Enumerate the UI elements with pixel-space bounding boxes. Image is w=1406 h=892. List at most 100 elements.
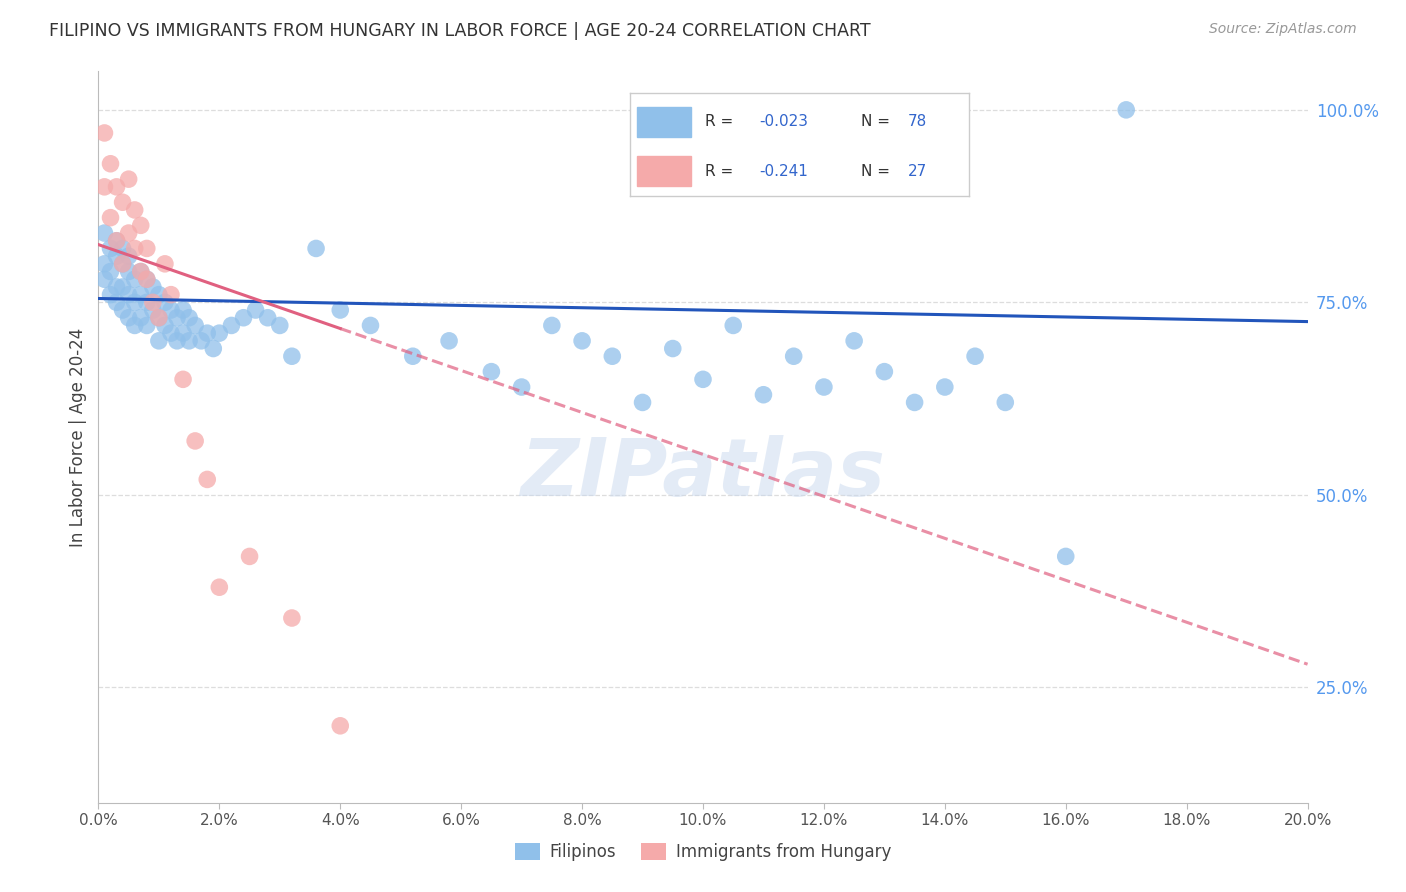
Point bbox=[783, 349, 806, 363]
Point bbox=[111, 242, 134, 256]
Point bbox=[135, 272, 157, 286]
Point bbox=[179, 334, 201, 348]
Point bbox=[269, 318, 291, 333]
Point bbox=[93, 226, 115, 240]
Point bbox=[360, 318, 382, 333]
Point bbox=[1054, 549, 1077, 564]
Point bbox=[965, 349, 987, 363]
Point bbox=[540, 318, 562, 333]
Point bbox=[172, 326, 194, 340]
Point bbox=[184, 434, 207, 448]
Point bbox=[135, 295, 157, 310]
Point bbox=[190, 334, 212, 348]
Point bbox=[256, 310, 278, 325]
Point bbox=[437, 334, 460, 348]
Point bbox=[631, 395, 654, 409]
Point bbox=[153, 318, 176, 333]
Point bbox=[166, 310, 188, 325]
Point bbox=[129, 264, 152, 278]
Point bbox=[166, 334, 188, 348]
Point bbox=[160, 326, 183, 340]
Point bbox=[195, 472, 218, 486]
Y-axis label: In Labor Force | Age 20-24: In Labor Force | Age 20-24 bbox=[69, 327, 87, 547]
Point bbox=[752, 388, 775, 402]
Point bbox=[142, 280, 165, 294]
Point bbox=[153, 295, 176, 310]
Point bbox=[142, 295, 165, 310]
Point bbox=[281, 611, 304, 625]
Point bbox=[510, 380, 533, 394]
Point bbox=[184, 318, 207, 333]
Point bbox=[281, 349, 304, 363]
Point bbox=[148, 287, 170, 301]
Point bbox=[111, 195, 134, 210]
Point bbox=[93, 126, 115, 140]
Point bbox=[202, 342, 225, 356]
Point bbox=[118, 226, 141, 240]
Point bbox=[221, 318, 243, 333]
Point bbox=[329, 719, 352, 733]
Text: FILIPINO VS IMMIGRANTS FROM HUNGARY IN LABOR FORCE | AGE 20-24 CORRELATION CHART: FILIPINO VS IMMIGRANTS FROM HUNGARY IN L… bbox=[49, 22, 870, 40]
Point bbox=[118, 287, 141, 301]
Point bbox=[105, 234, 128, 248]
Point bbox=[994, 395, 1017, 409]
Point bbox=[142, 303, 165, 318]
Point bbox=[105, 179, 128, 194]
Point bbox=[571, 334, 593, 348]
Text: Source: ZipAtlas.com: Source: ZipAtlas.com bbox=[1209, 22, 1357, 37]
Point bbox=[148, 310, 170, 325]
Point bbox=[111, 280, 134, 294]
Point bbox=[153, 257, 176, 271]
Point bbox=[129, 264, 152, 278]
Point bbox=[873, 365, 896, 379]
Point bbox=[402, 349, 425, 363]
Point bbox=[148, 310, 170, 325]
Point bbox=[160, 303, 183, 318]
Point bbox=[135, 318, 157, 333]
Point bbox=[118, 249, 141, 263]
Point bbox=[481, 365, 503, 379]
Point bbox=[100, 157, 122, 171]
Point bbox=[93, 257, 115, 271]
Point bbox=[904, 395, 927, 409]
Point bbox=[105, 234, 128, 248]
Point bbox=[135, 272, 157, 286]
Point bbox=[692, 372, 714, 386]
Point bbox=[195, 326, 218, 340]
Point bbox=[160, 287, 183, 301]
Point bbox=[305, 242, 328, 256]
Legend: Filipinos, Immigrants from Hungary: Filipinos, Immigrants from Hungary bbox=[508, 836, 898, 868]
Point bbox=[239, 549, 262, 564]
Point bbox=[844, 334, 866, 348]
Point bbox=[172, 372, 194, 386]
Point bbox=[723, 318, 745, 333]
Point bbox=[124, 295, 146, 310]
Point bbox=[208, 326, 231, 340]
Point bbox=[135, 242, 157, 256]
Point bbox=[100, 211, 122, 225]
Point bbox=[245, 303, 267, 318]
Point bbox=[1115, 103, 1137, 117]
Point bbox=[100, 242, 122, 256]
Point bbox=[100, 264, 122, 278]
Point bbox=[208, 580, 231, 594]
Point bbox=[934, 380, 956, 394]
Point bbox=[813, 380, 835, 394]
Point bbox=[148, 334, 170, 348]
Point bbox=[93, 179, 115, 194]
Point bbox=[124, 272, 146, 286]
Point bbox=[129, 310, 152, 325]
Point bbox=[111, 257, 134, 271]
Point bbox=[124, 242, 146, 256]
Point bbox=[661, 342, 683, 356]
Point bbox=[118, 310, 141, 325]
Point bbox=[105, 280, 128, 294]
Point bbox=[232, 310, 254, 325]
Point bbox=[111, 257, 134, 271]
Point bbox=[129, 287, 152, 301]
Point bbox=[129, 219, 152, 233]
Point bbox=[100, 287, 122, 301]
Point bbox=[105, 249, 128, 263]
Point bbox=[172, 303, 194, 318]
Point bbox=[93, 272, 115, 286]
